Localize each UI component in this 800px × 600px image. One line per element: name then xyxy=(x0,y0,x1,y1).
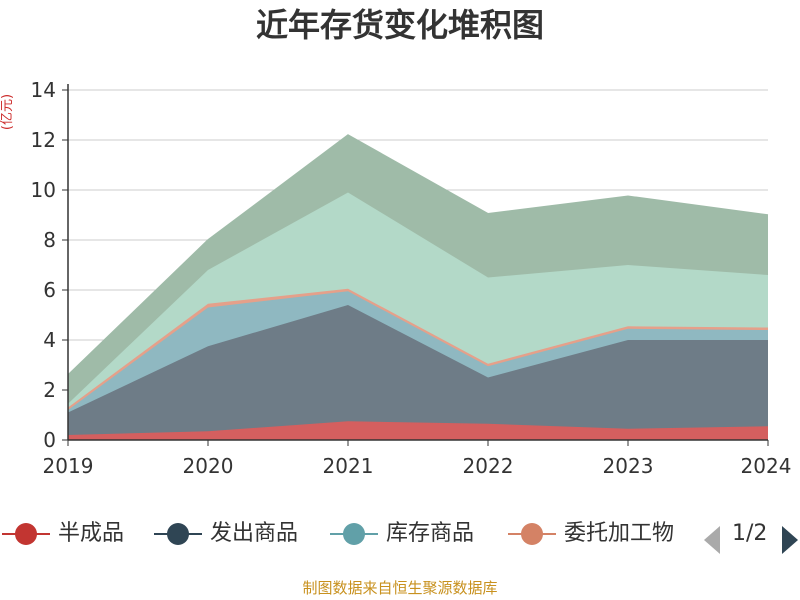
area-series-5 xyxy=(68,135,768,404)
legend-item-semi-finished[interactable]: 半成品 xyxy=(2,516,124,552)
series-line-5 xyxy=(67,134,769,376)
y-tick-label: 14 xyxy=(31,78,56,102)
x-tick-label: 2020 xyxy=(183,454,234,478)
legend-item-inventory-goods[interactable]: 库存商品 xyxy=(330,516,474,552)
x-tick-label: 2021 xyxy=(323,454,374,478)
y-tick-label: 8 xyxy=(43,228,56,252)
y-axis-unit: (亿元) xyxy=(0,93,15,131)
chart-title: 近年存货变化堆积图 xyxy=(255,6,544,44)
x-tick-label: 2022 xyxy=(463,454,514,478)
legend-marker-semi-finished xyxy=(2,523,50,545)
legend-item-consigned-processing[interactable]: 委托加工物 xyxy=(508,516,674,552)
area-series-1 xyxy=(68,305,768,435)
y-tick-label: 6 xyxy=(43,278,56,302)
legend-marker-delivered-goods xyxy=(154,523,202,545)
legend-label-consigned-processing: 委托加工物 xyxy=(564,521,675,546)
y-tick-label: 12 xyxy=(31,128,56,152)
legend: 半成品 发出商品 库存商品 委托加工物 1/2 xyxy=(0,516,800,555)
area-series-4 xyxy=(68,192,768,408)
area-series-0 xyxy=(68,421,768,440)
axes: 0 2 4 6 8 10 12 14 2019 2020 2021 2022 2023 2024 xyxy=(31,78,792,478)
x-tick-label: 2023 xyxy=(603,454,654,478)
area-series xyxy=(67,134,769,440)
area-series-2 xyxy=(68,291,768,413)
y-tick-label: 0 xyxy=(43,428,56,452)
y-tick-label: 10 xyxy=(31,178,56,202)
legend-label-semi-finished: 半成品 xyxy=(58,521,125,546)
x-tick-label: 2024 xyxy=(741,454,792,478)
legend-marker-consigned-processing xyxy=(508,523,556,545)
legend-marker-inventory-goods xyxy=(330,523,378,545)
legend-label-delivered-goods: 发出商品 xyxy=(210,521,299,546)
y-tick-label: 2 xyxy=(43,378,56,402)
x-tick-label: 2019 xyxy=(43,454,94,478)
legend-next-page-icon[interactable] xyxy=(780,525,800,555)
data-source-note: 制图数据来自恒生聚源数据库 xyxy=(302,579,498,597)
y-tick-label: 4 xyxy=(43,328,56,352)
legend-prev-page-icon[interactable] xyxy=(702,525,722,555)
legend-page-indicator: 1/2 xyxy=(732,521,768,546)
legend-label-inventory-goods: 库存商品 xyxy=(386,521,475,546)
legend-item-delivered-goods[interactable]: 发出商品 xyxy=(154,516,298,552)
